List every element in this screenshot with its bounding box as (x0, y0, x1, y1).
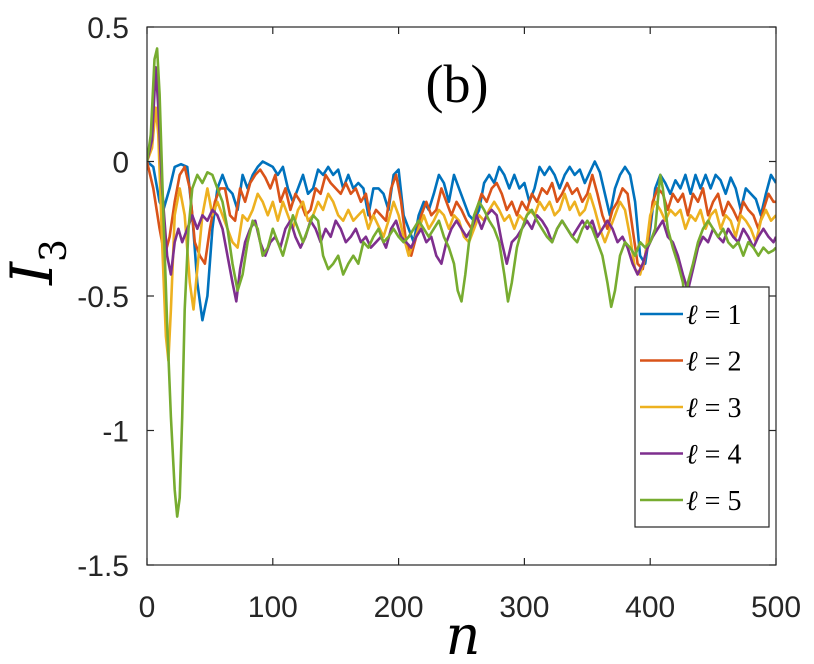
y-axis-title-base: I (0, 261, 66, 286)
panel-label: (b) (426, 54, 489, 114)
legend-eq: = (698, 300, 728, 331)
x-tick-label: 500 (751, 591, 801, 624)
legend-value: 2 (727, 347, 741, 378)
legend-var: ℓ (686, 486, 698, 517)
x-tick-label: 0 (139, 591, 156, 624)
y-axis-title-subscript: 3 (34, 239, 75, 262)
x-tick-label: 400 (625, 591, 675, 624)
legend-entry-l5: ℓ = 5 (686, 486, 741, 517)
legend-entry-l4: ℓ = 4 (686, 440, 741, 471)
legend-eq: = (698, 393, 728, 424)
x-tick-label: 300 (499, 591, 549, 624)
y-tick-label: -1 (102, 416, 129, 449)
legend-entry-l1: ℓ = 1 (686, 300, 741, 331)
series-line-l5 (147, 47, 776, 518)
x-tick-label: 100 (248, 591, 298, 624)
legend-value: 3 (727, 393, 741, 424)
y-tick-label: -1.5 (77, 550, 129, 583)
series-line-l1 (147, 160, 776, 322)
legend-var: ℓ (686, 393, 698, 424)
y-axis-title: I3 (0, 239, 75, 286)
x-tick-label: 200 (374, 591, 424, 624)
legend-value: 1 (727, 300, 741, 331)
legend-eq: = (698, 347, 728, 378)
legend-value: 4 (727, 440, 741, 471)
legend-entry-l2: ℓ = 2 (686, 347, 741, 378)
y-tick-label: 0 (112, 147, 129, 180)
legend-var: ℓ (686, 300, 698, 331)
x-axis-title: n (446, 604, 481, 664)
series-line-l2 (147, 161, 776, 271)
legend-entry-l3: ℓ = 3 (686, 393, 741, 424)
legend-var: ℓ (686, 347, 698, 378)
series-line-l3 (147, 106, 776, 362)
y-tick-label: 0.5 (87, 12, 129, 45)
legend: ℓ = 1ℓ = 2ℓ = 3ℓ = 4ℓ = 5 (634, 286, 770, 528)
legend-eq: = (698, 440, 728, 471)
legend-eq: = (698, 486, 728, 517)
axis-layer: 0 100 200 300 400 500 0.5 0 -0.5 -1 -1.5 (77, 12, 801, 624)
series-layer (147, 47, 776, 518)
svg-text:I3: I3 (0, 239, 75, 286)
legend-var: ℓ (686, 440, 698, 471)
legend-value: 5 (727, 486, 741, 517)
y-tick-label: -0.5 (77, 281, 129, 314)
